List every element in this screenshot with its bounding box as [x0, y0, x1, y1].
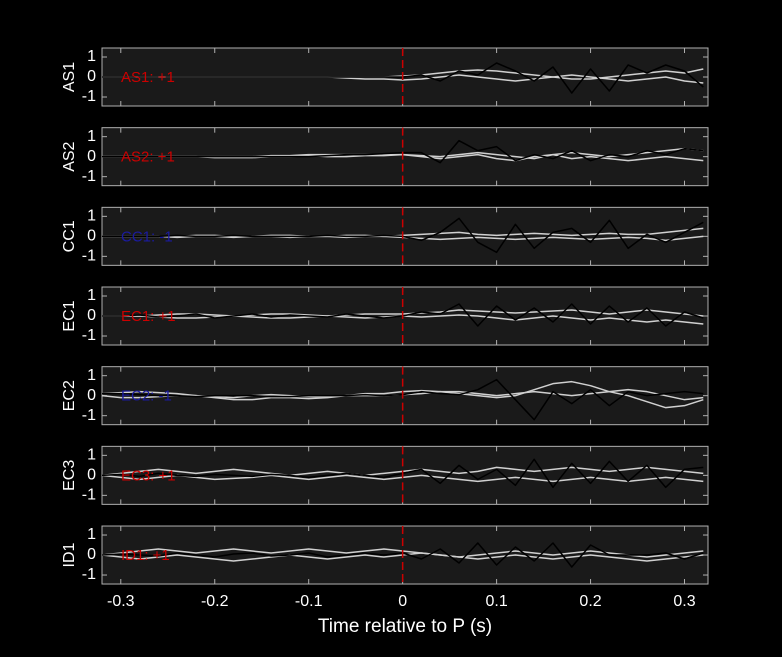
y-tick-label: 0: [87, 467, 96, 484]
y-tick-label: -1: [82, 168, 96, 185]
y-axis-label: CC1: [61, 220, 78, 252]
annotation: EC2: -1: [121, 388, 172, 405]
y-tick-label: -1: [82, 407, 96, 424]
annotation: EC1: +1: [121, 308, 176, 325]
y-tick-label: 0: [87, 148, 96, 165]
annotation: CC1: -1: [121, 228, 173, 245]
y-tick-label: -1: [82, 88, 96, 105]
annotation: AS2: +1: [121, 149, 175, 166]
y-tick-label: -1: [82, 248, 96, 265]
y-tick-label: 0: [87, 307, 96, 324]
y-tick-label: 0: [87, 546, 96, 563]
y-tick-label: 1: [87, 208, 96, 225]
y-tick-label: 1: [87, 526, 96, 543]
y-tick-label: 1: [87, 287, 96, 304]
y-axis-label: EC2: [61, 380, 78, 411]
y-tick-label: 1: [87, 128, 96, 145]
x-tick-label: -0.2: [201, 593, 229, 610]
y-tick-label: -1: [82, 327, 96, 344]
y-axis-label: ID1: [61, 542, 78, 567]
y-tick-label: 1: [87, 447, 96, 464]
y-axis-label: AS1: [61, 62, 78, 92]
x-tick-label: 0.1: [485, 593, 507, 610]
annotation: AS1: +1: [121, 69, 175, 86]
y-axis-label: AS2: [61, 141, 78, 171]
y-tick-label: -1: [82, 566, 96, 583]
y-tick-label: -1: [82, 487, 96, 504]
annotation: EC3: +1: [121, 467, 176, 484]
x-tick-label: 0.2: [579, 593, 601, 610]
y-axis-label: EC1: [61, 300, 78, 331]
y-tick-label: 0: [87, 387, 96, 404]
x-axis-label: Time relative to P (s): [318, 616, 492, 637]
y-tick-label: 1: [87, 48, 96, 65]
axes-frame: [101, 445, 709, 505]
x-tick-label: 0: [398, 593, 407, 610]
y-tick-label: 0: [87, 228, 96, 245]
annotation: ID1: +1: [121, 547, 170, 564]
x-tick-label: 0.3: [673, 593, 695, 610]
y-tick-label: 1: [87, 367, 96, 384]
y-tick-label: 0: [87, 68, 96, 85]
x-tick-label: -0.3: [107, 593, 135, 610]
y-axis-label: EC3: [61, 460, 78, 491]
x-tick-label: -0.1: [295, 593, 323, 610]
